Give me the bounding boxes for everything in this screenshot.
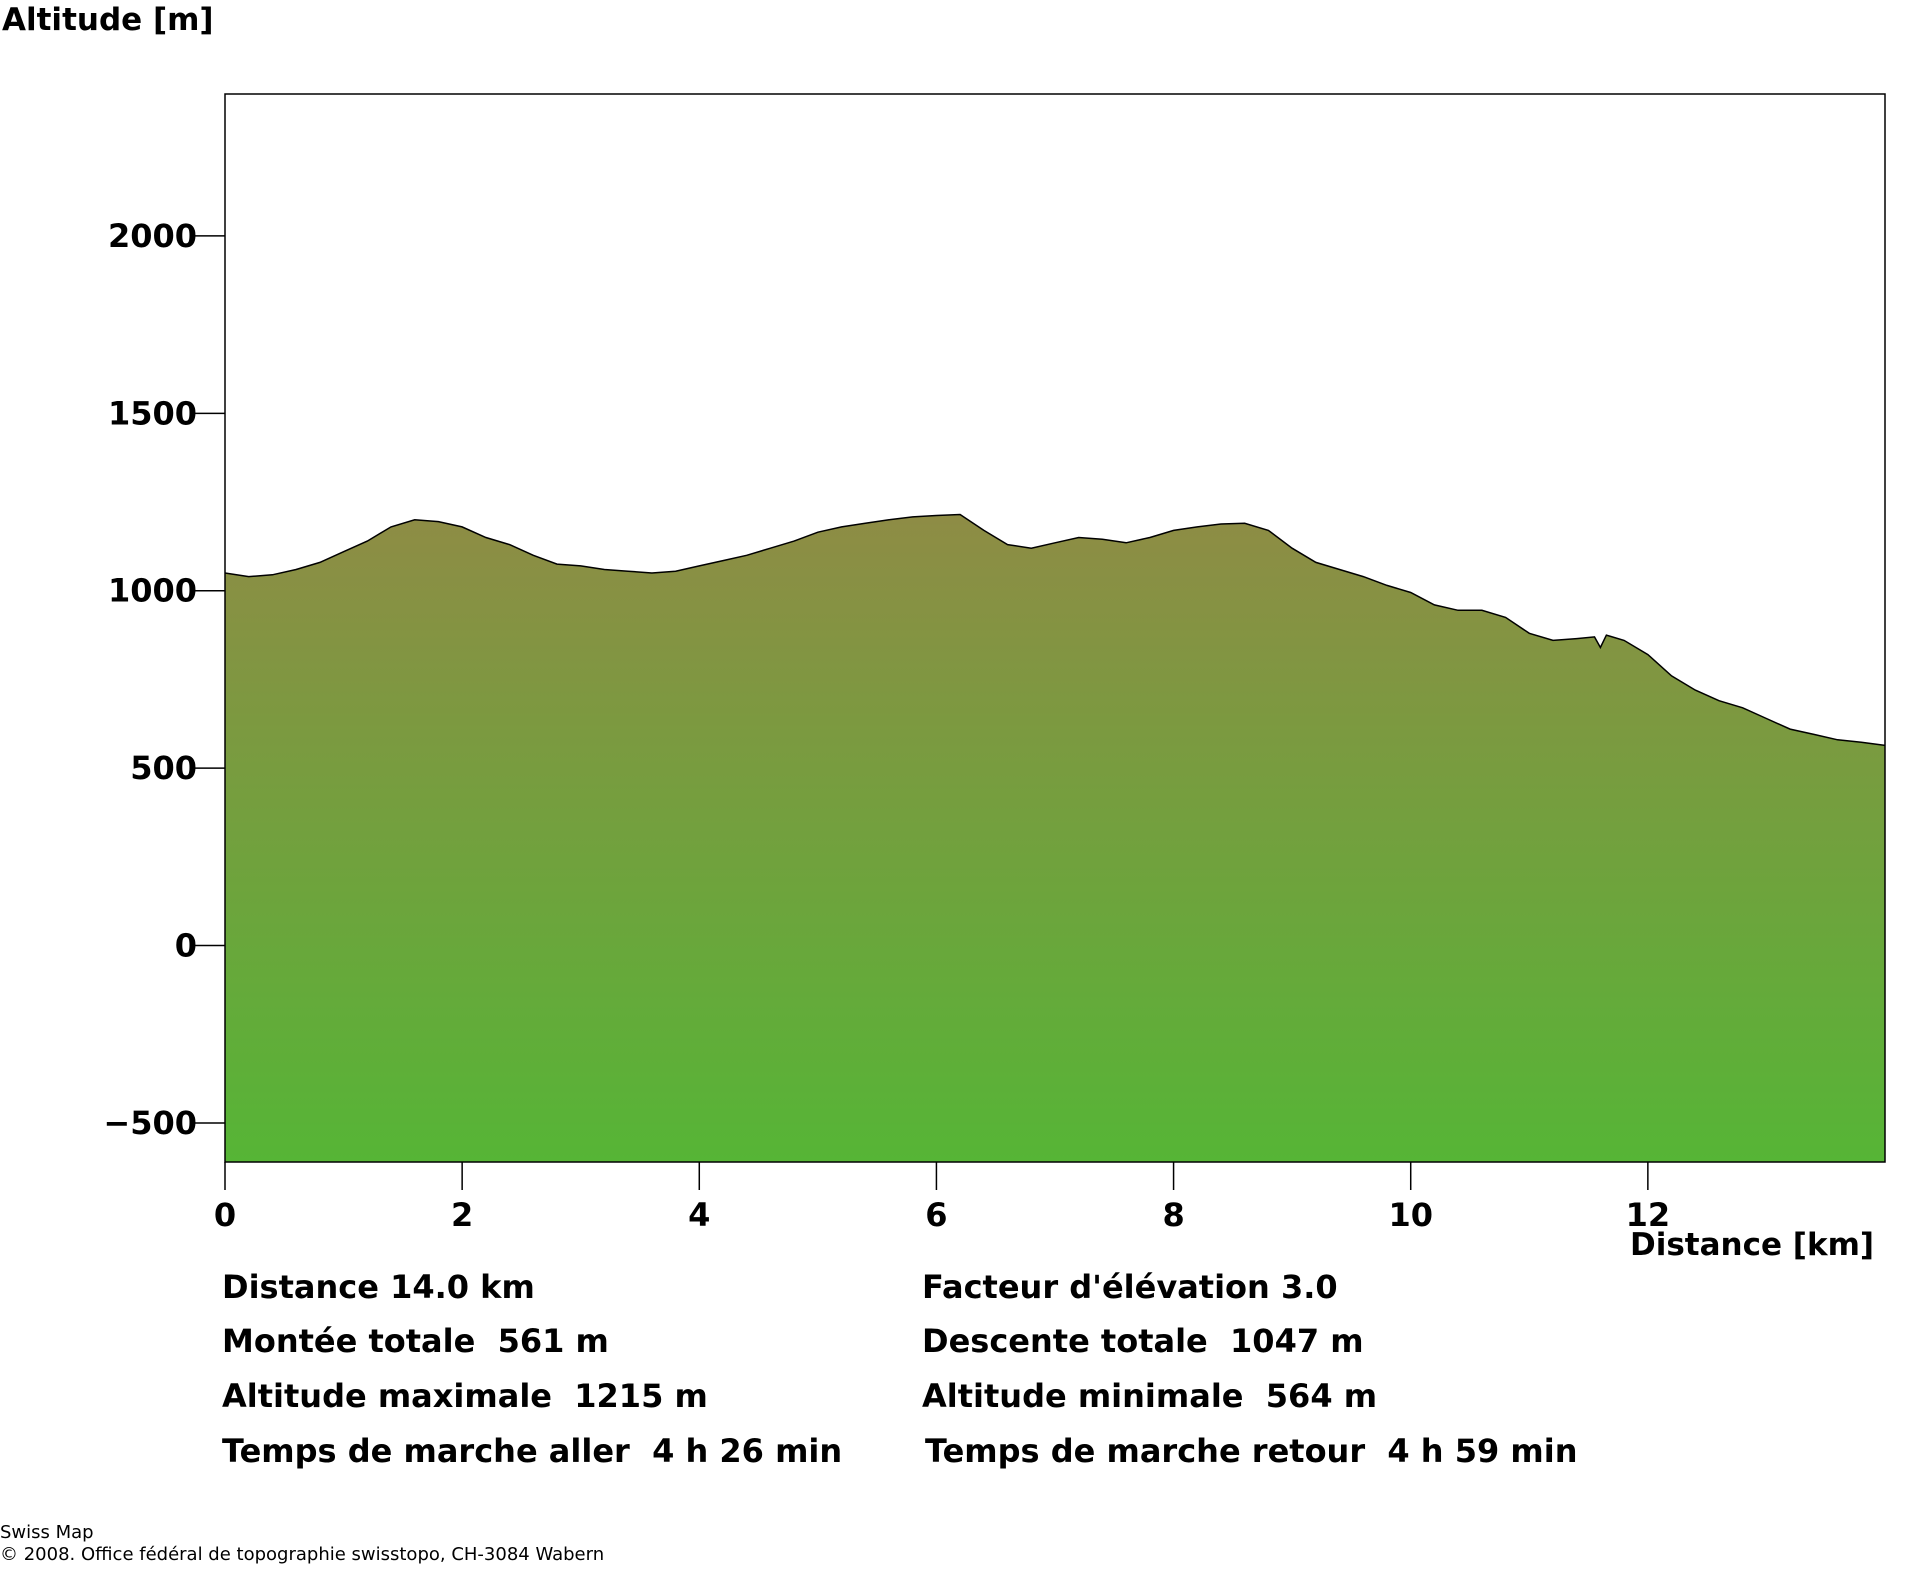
stat-elevation-factor: Facteur d'élévation 3.0 (922, 1268, 1338, 1306)
x-tick-label: 2 (451, 1196, 473, 1234)
x-tick-label: 0 (214, 1196, 236, 1234)
x-tick-label: 6 (925, 1196, 947, 1234)
stat-altitude-max: Altitude maximale 1215 m (222, 1377, 708, 1415)
elevation-line (224, 513, 1886, 747)
footer-copyright: © 2008. Office fédéral de topographie sw… (0, 1544, 605, 1565)
y-tick-label: 0 (175, 927, 197, 965)
y-tick-label: 1500 (108, 394, 197, 432)
stat-distance: Distance 14.0 km (222, 1268, 535, 1306)
stat-total-descent: Descente totale 1047 m (922, 1322, 1364, 1360)
stat-time-return: Temps de marche retour 4 h 59 min (925, 1432, 1578, 1470)
x-tick-label: 8 (1162, 1196, 1184, 1234)
footer-source: Swiss Map (0, 1522, 94, 1543)
x-tick-label: 10 (1388, 1196, 1433, 1234)
elevation-area (225, 514, 1885, 1162)
y-tick-label: 1000 (108, 572, 197, 610)
y-tick-label: 500 (130, 749, 197, 787)
x-axis-title: Distance [km] (1630, 1227, 1875, 1263)
stat-altitude-min: Altitude minimale 564 m (922, 1377, 1378, 1415)
y-tick-label: −500 (103, 1104, 197, 1142)
plot-frame (224, 93, 1886, 1163)
x-tick-label: 4 (688, 1196, 710, 1234)
x-tick-label: 12 (1626, 1196, 1671, 1234)
y-axis-title: Altitude [m] (2, 2, 214, 38)
y-tick-label: 2000 (108, 217, 197, 255)
y-axis: −500 0 500 1000 1500 2000 (103, 217, 225, 1142)
stat-time-outbound: Temps de marche aller 4 h 26 min (222, 1432, 843, 1470)
x-axis: 0 2 4 6 8 10 12 (214, 1162, 1670, 1234)
stat-total-ascent: Montée totale 561 m (222, 1322, 609, 1360)
